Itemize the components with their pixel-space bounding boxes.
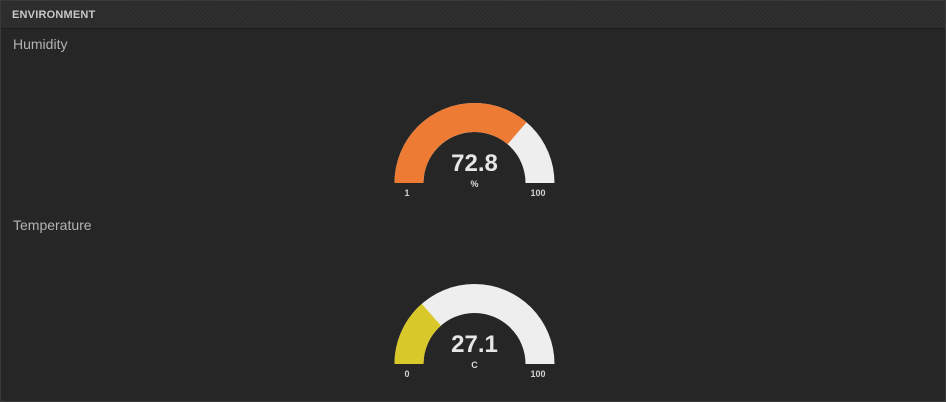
panel-title: ENVIRONMENT — [12, 9, 96, 21]
temperature-gauge-graphic — [394, 284, 555, 364]
temperature-value: 27.1 — [451, 331, 498, 358]
temperature-max-label: 100 — [530, 369, 546, 379]
temperature-unit: C — [471, 360, 478, 370]
temperature-min-label: 0 — [404, 369, 410, 379]
temperature-gauge-track — [394, 284, 555, 364]
humidity-min-label: 1 — [404, 188, 410, 198]
humidity-unit: % — [470, 179, 479, 189]
temperature-label: Temperature — [13, 217, 92, 233]
temperature-gauge-fill — [394, 303, 441, 364]
panel-header: ENVIRONMENT — [1, 1, 945, 29]
humidity-label: Humidity — [13, 36, 68, 52]
humidity-value: 72.8 — [451, 150, 498, 177]
humidity-gauge-fill — [394, 103, 527, 183]
temperature-gauge: 27.1 C 0 100 — [387, 282, 562, 392]
humidity-gauge-graphic — [394, 103, 555, 183]
humidity-gauge: 72.8 % 1 100 — [387, 101, 562, 211]
humidity-max-label: 100 — [530, 188, 546, 198]
